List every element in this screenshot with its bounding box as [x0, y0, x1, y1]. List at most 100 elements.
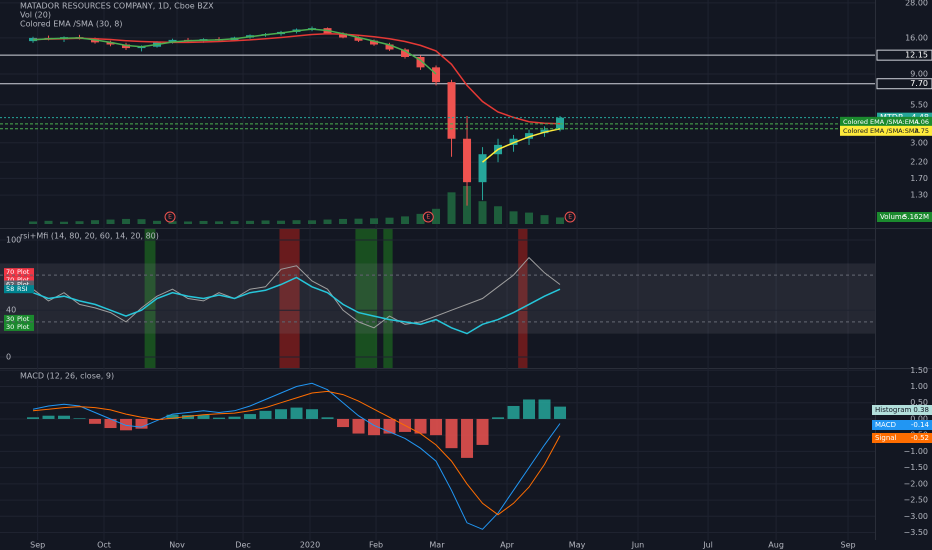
value-tag-text: 4.06 [915, 118, 929, 126]
y-tick-label: 1.50 [910, 366, 928, 375]
volume-bar [246, 220, 255, 224]
value-tag-text: Plot [17, 280, 30, 288]
candle-body [447, 82, 456, 139]
value-tag [877, 212, 932, 222]
volume-bar [339, 218, 348, 224]
y-tick-label: 5.50 [910, 100, 928, 109]
histogram-bar [337, 418, 350, 428]
histogram-bar [89, 418, 102, 424]
candle-body [385, 44, 394, 50]
histogram-bar [352, 418, 365, 434]
volume-bar [354, 218, 363, 224]
value-tag-text: 3.75 [915, 127, 929, 135]
histogram-bar [42, 415, 55, 419]
volume-bar [137, 219, 146, 224]
histogram-bar [228, 416, 241, 419]
volume-bar [261, 220, 270, 224]
volume-bar [91, 220, 100, 224]
candle-body [401, 49, 410, 57]
level-name: Plot [17, 268, 30, 276]
band [0, 263, 875, 334]
volume-bar [75, 221, 84, 224]
volume-bar [184, 221, 193, 224]
signal-zone [144, 229, 156, 368]
histogram-bar [492, 417, 505, 419]
indicator-line [32, 390, 561, 516]
x-tick-label: Jul [702, 541, 713, 550]
y-tick-label: 100 [6, 236, 21, 245]
volume-bar [401, 216, 410, 224]
histogram-bar [554, 406, 567, 419]
value-tag-text: 5.162M [903, 213, 929, 221]
value-tag-text: 58 [6, 285, 14, 293]
volume-bar [370, 218, 379, 224]
value-tag [4, 280, 34, 289]
y-tick-label: 1.00 [910, 382, 928, 391]
value-tag-text: MACD [875, 421, 896, 429]
value-tag-text: 0.38 [913, 406, 929, 414]
histogram-bar [290, 407, 303, 419]
signal-zone [518, 229, 528, 368]
y-tick-label: −2.00 [903, 479, 928, 488]
level-name: Plot [17, 315, 30, 323]
indicator-line [32, 276, 561, 335]
volume-bar [122, 218, 131, 224]
value-tag-text: Histogram [875, 406, 911, 414]
y-tick-label: 2.20 [910, 158, 928, 167]
candle-body [339, 33, 348, 38]
y-tick-label: 16.00 [905, 33, 928, 42]
histogram-bar [182, 415, 195, 419]
histogram-bar [430, 418, 443, 436]
candle-body [122, 44, 131, 49]
candle-body [509, 138, 518, 145]
histogram-bar [476, 418, 489, 445]
x-tick-label: May [569, 541, 586, 550]
volume-bar [323, 219, 332, 224]
volume-bar [29, 221, 38, 224]
level-value: 70 [6, 276, 14, 284]
level-label: 12.15 [905, 51, 928, 60]
earnings-marker [422, 211, 434, 223]
value-tag [872, 420, 932, 430]
x-tick-label: Mar [429, 541, 445, 550]
histogram-bar [414, 418, 427, 434]
y-tick-label: 1.70 [910, 174, 928, 183]
histogram-bar [197, 415, 210, 419]
histogram-bar [538, 399, 551, 419]
value-tag-text: 62 [6, 280, 14, 288]
x-tick-label: Apr [500, 541, 515, 550]
candle-body [525, 133, 534, 139]
earnings-label: E [168, 214, 172, 221]
y-tick-label: −1.00 [903, 447, 928, 456]
histogram-bar [58, 415, 71, 419]
value-tag [4, 285, 34, 294]
volume-bar [509, 211, 518, 224]
x-tick-label: Sep [840, 541, 855, 550]
x-tick-label: Aug [768, 541, 784, 550]
volume-bar [416, 213, 425, 224]
histogram-bar [383, 418, 396, 434]
y-tick-label: −3.50 [903, 528, 928, 537]
histogram-bar [507, 405, 520, 419]
candle-body [106, 42, 115, 45]
value-tag-text: Signal [875, 434, 897, 442]
y-tick-label: −3.00 [903, 512, 928, 521]
candle-body [354, 37, 363, 41]
level-tag [4, 268, 34, 277]
x-tick-label: Sep [30, 541, 45, 550]
y-tick-label: 9.00 [910, 69, 928, 78]
value-tag-text: Colored EMA /SMA:EMA [843, 118, 919, 126]
histogram-bar [213, 417, 226, 419]
x-tick-label: Oct [97, 541, 111, 550]
level-name: Plot [17, 323, 30, 331]
volume-bar [308, 220, 317, 224]
indicator-line [32, 28, 437, 75]
y-tick-label: 40 [6, 306, 16, 315]
indicator-line [32, 382, 561, 530]
histogram-bar [73, 418, 86, 419]
earnings-marker [564, 211, 576, 223]
x-tick-label: Feb [369, 541, 383, 550]
volume-bar [525, 212, 534, 224]
